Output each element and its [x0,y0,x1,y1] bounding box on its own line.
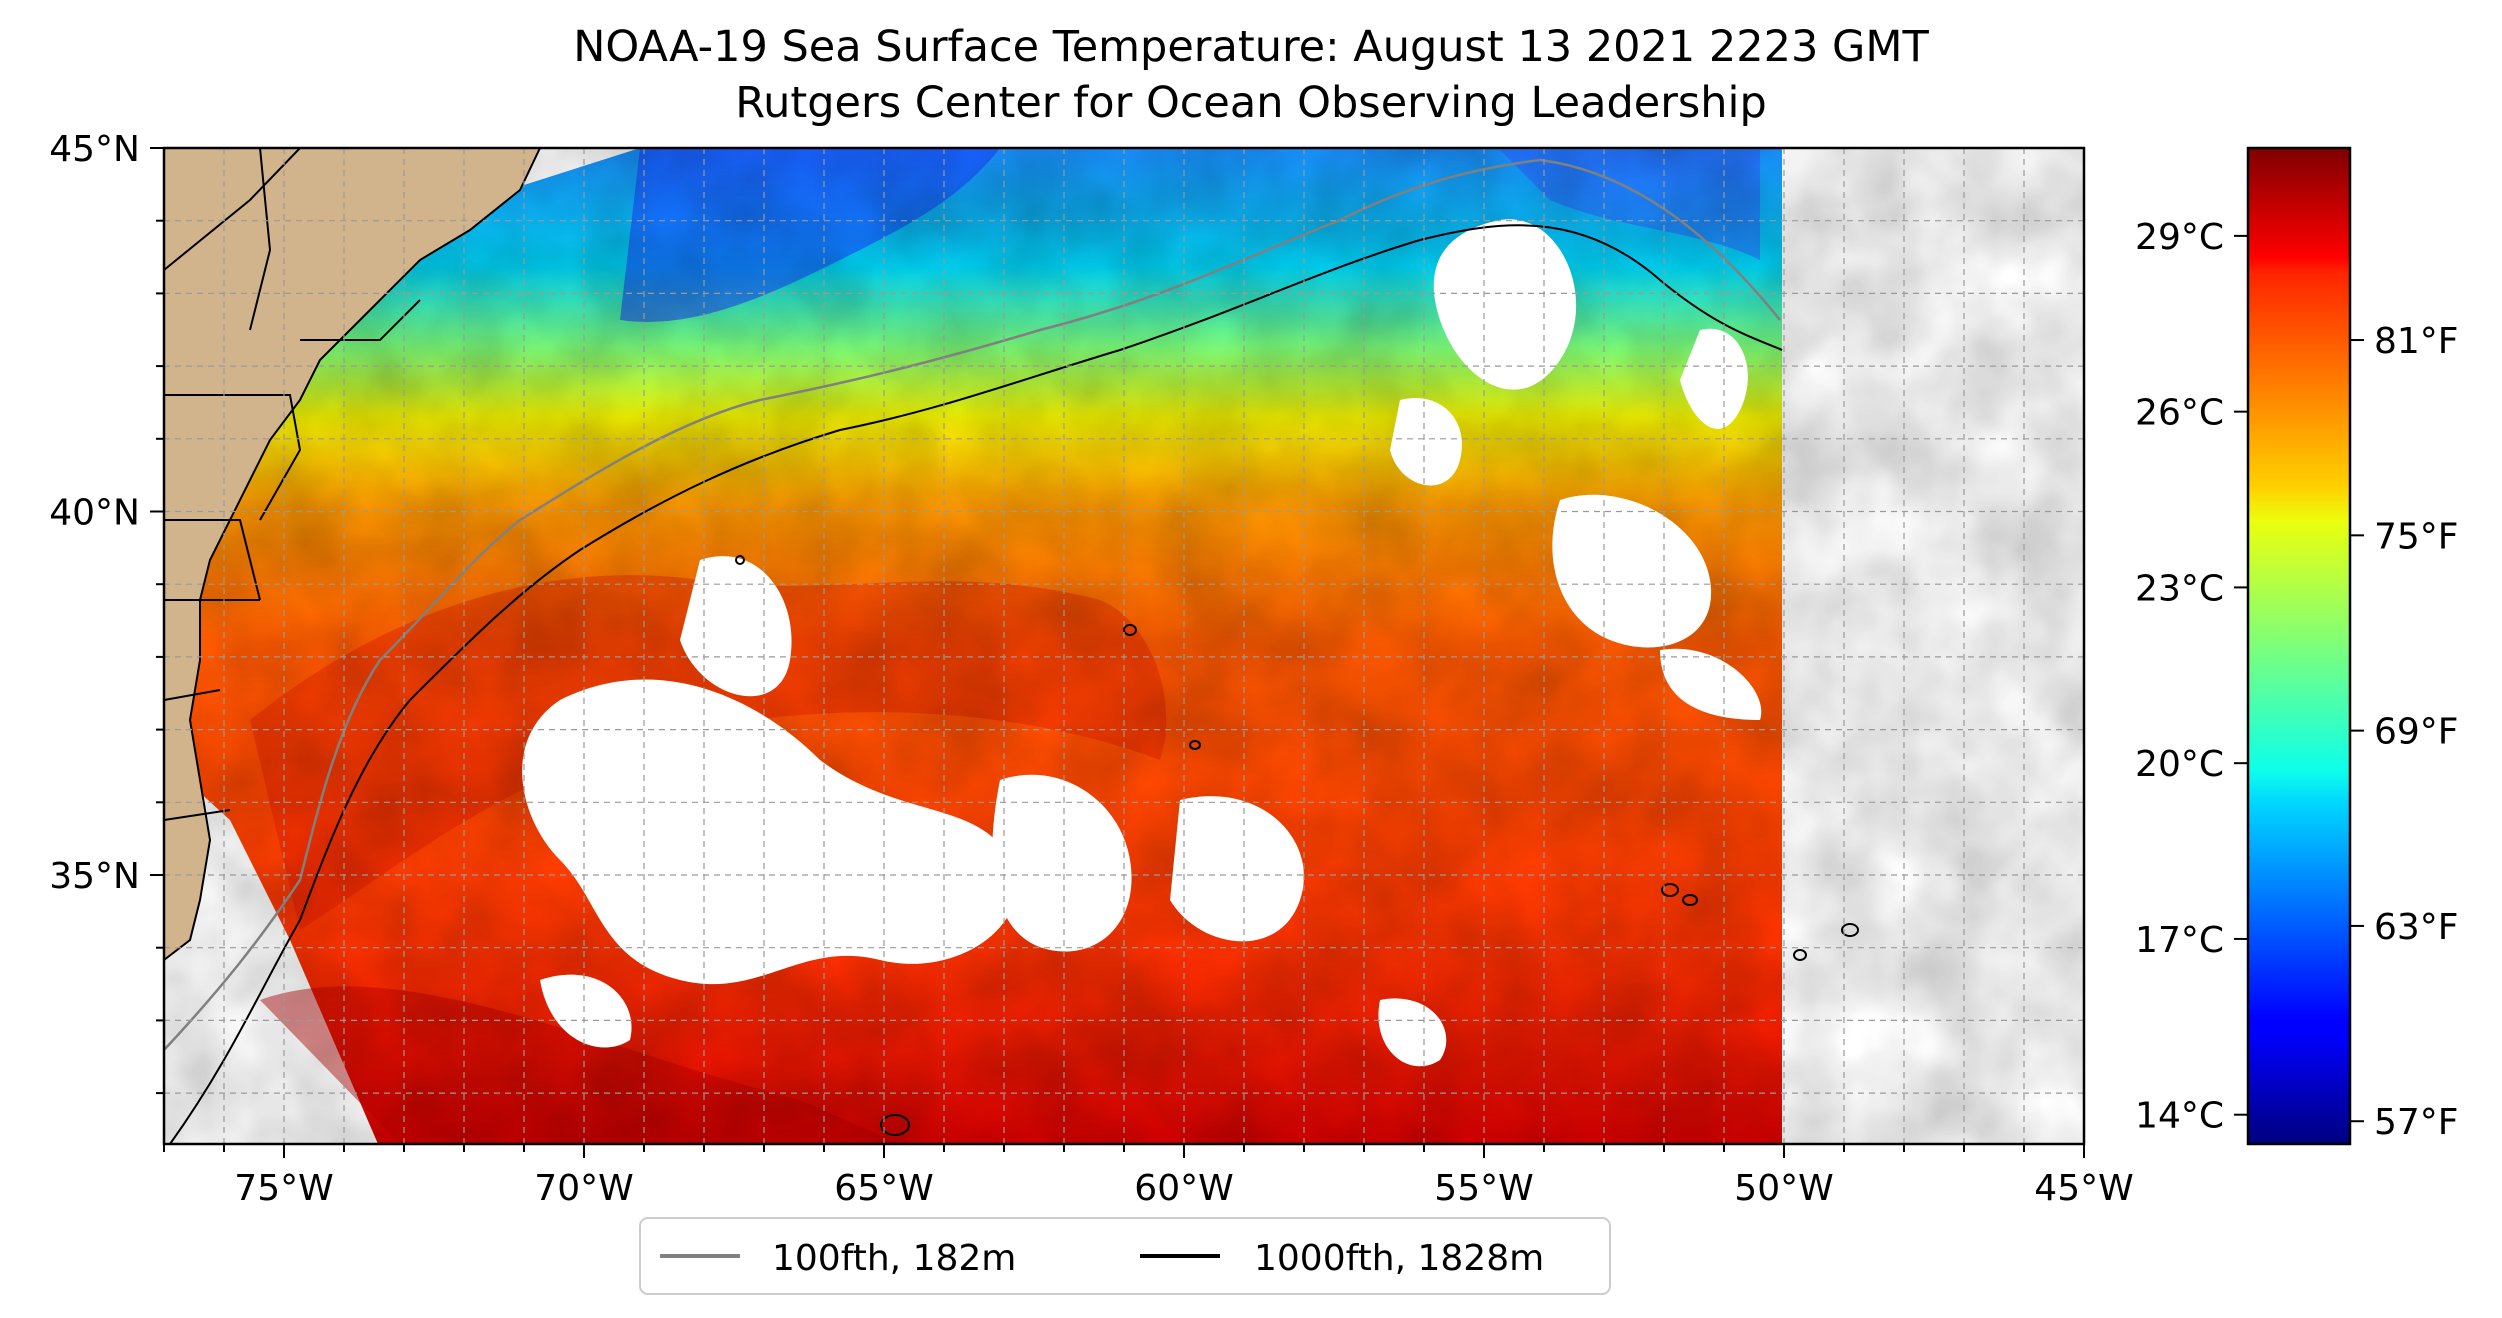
cloud-mask [522,219,1762,1067]
colorbar-celsius-label: 14°C [2135,1096,2224,1137]
longitude-axis: 75°W 70°W 65°W 60°W 55°W 50°W 45°W [163,1144,2134,1209]
colorbar-celsius-label: 17°C [2135,920,2224,961]
lat-tick-label: 35°N [49,856,140,897]
land-mass [164,148,540,960]
coastline [164,148,541,961]
legend-label-1000fth: 1000fth, 1828m [1254,1238,1544,1279]
lon-tick-label: 70°W [534,1168,633,1209]
lon-tick-label: 50°W [1734,1168,1833,1209]
colorbar-fahrenheit-label: 75°F [2374,516,2459,557]
lon-tick-label: 60°W [1134,1168,1233,1209]
colorbar-fahrenheit-label: 63°F [2374,907,2459,948]
lon-tick-label: 75°W [234,1168,333,1209]
map-subtitle: Rutgers Center for Ocean Observing Leade… [735,78,1767,128]
colorbar-celsius-label: 29°C [2135,217,2224,258]
legend-label-100fth: 100fth, 182m [772,1238,1016,1279]
colorbar-celsius-label: 26°C [2135,393,2224,434]
colorbar-celsius-label: 23°C [2135,568,2224,609]
colorbar-celsius-ticks: 29°C 26°C 23°C 20°C 17°C 14°C [2135,217,2248,1137]
colorbar-fahrenheit-ticks: 81°F 75°F 69°F 63°F 57°F [2350,321,2459,1143]
latitude-axis: 45°N 40°N 35°N [49,129,164,1095]
lon-tick-label: 45°W [2034,1168,2133,1209]
lon-tick-label: 55°W [1434,1168,1533,1209]
legend: 100fth, 182m 1000fth, 1828m [639,1217,1611,1295]
lon-tick-label: 65°W [834,1168,933,1209]
colorbar-fahrenheit-label: 57°F [2374,1102,2459,1143]
lat-tick-label: 40°N [49,493,140,534]
contour-100fth [164,158,1781,1051]
colorbar-celsius-label: 20°C [2135,744,2224,785]
colorbar-fahrenheit-label: 81°F [2374,321,2459,362]
contour-1000fth [169,224,1783,1144]
colorbar [2246,146,2352,1146]
colorbar-fahrenheit-label: 69°F [2374,712,2459,753]
map-title: NOAA-19 Sea Surface Temperature: August … [573,22,1929,72]
lat-tick-label: 45°N [49,129,140,170]
state-borders [164,148,421,821]
